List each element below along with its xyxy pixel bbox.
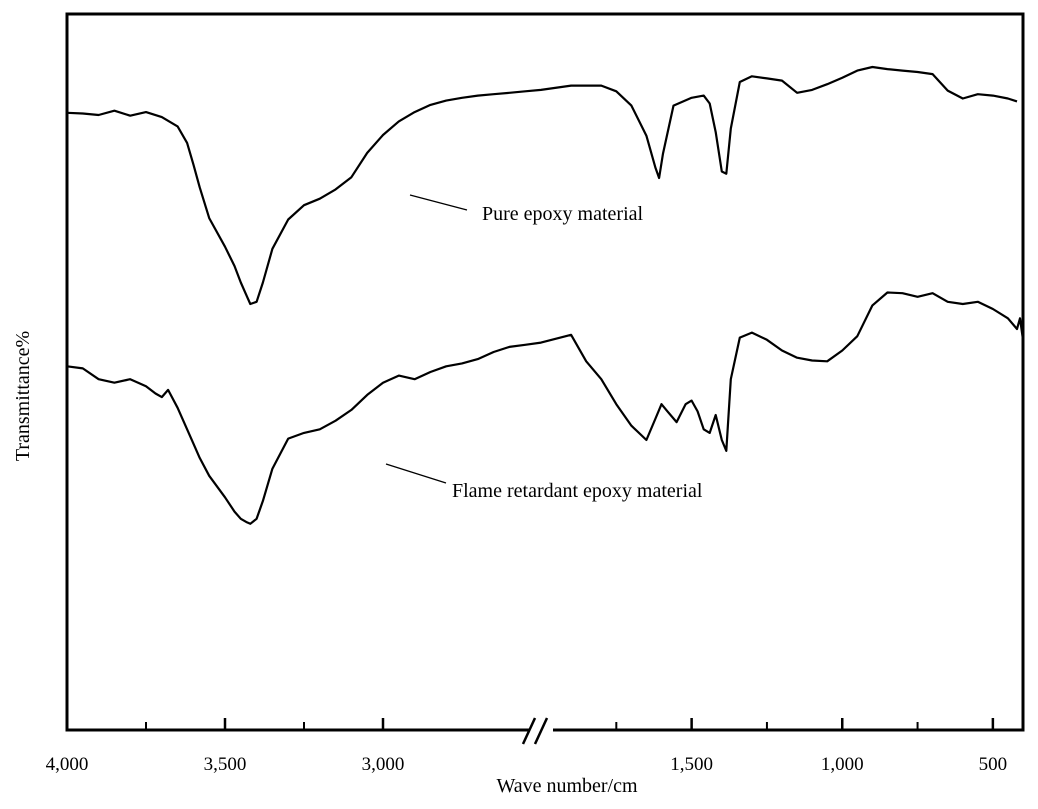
series-leader-lines <box>385 194 468 484</box>
axis-break-slash-left <box>521 717 537 745</box>
x-tick-label: 3,500 <box>204 754 247 775</box>
x-tick-label: 3,000 <box>362 754 405 775</box>
plot-frame <box>65 12 1025 732</box>
axis-break <box>521 717 553 745</box>
y-axis-title: Transmittance% <box>12 331 34 461</box>
x-tick-labels: 4,000 3,500 3,000 1,500 1,000 500 <box>46 754 1008 775</box>
x-minor-ticks <box>145 722 919 730</box>
x-tick-label: 1,000 <box>821 754 864 775</box>
leader-line-flame-retardant-epoxy <box>385 463 447 484</box>
leader-line-pure-epoxy <box>409 194 468 211</box>
series-label-flame-retardant-epoxy: Flame retardant epoxy material <box>452 480 703 502</box>
x-axis-title: Wave number/cm <box>496 775 638 797</box>
series-line-pure-epoxy <box>66 65 1018 306</box>
x-major-ticks <box>65 718 995 730</box>
series-lines <box>66 65 1025 525</box>
x-tick-label: 4,000 <box>46 754 89 775</box>
x-tick-label: 1,500 <box>670 754 713 775</box>
series-label-pure-epoxy: Pure epoxy material <box>482 203 643 225</box>
x-tick-label: 500 <box>979 754 1008 775</box>
series-line-flame-retardant-epoxy <box>66 291 1025 525</box>
axis-break-slash-right <box>533 717 549 745</box>
